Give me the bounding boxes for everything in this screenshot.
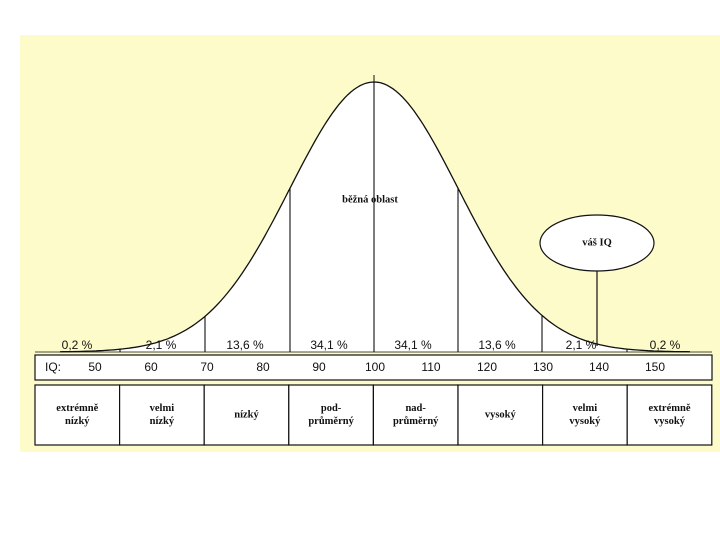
percentage-label: 13,6 % xyxy=(478,338,516,352)
category-label: nad- xyxy=(405,403,426,414)
iq-tick-label: 110 xyxy=(421,360,440,374)
category-box xyxy=(34,384,121,446)
region-label: běžná oblast xyxy=(342,194,398,205)
percentage-label: 13,6 % xyxy=(226,338,264,352)
category-label: nízký xyxy=(234,409,259,420)
iq-tick-label: 90 xyxy=(312,360,326,374)
iq-tick-label: 150 xyxy=(645,360,665,374)
callout-label: váš IQ xyxy=(582,237,611,248)
iq-tick-label: 140 xyxy=(589,360,609,374)
percentage-label: 2,1 % xyxy=(146,338,177,352)
iq-tick-label: 120 xyxy=(477,360,497,374)
category-box xyxy=(118,384,205,446)
category-label: průměrný xyxy=(308,416,354,427)
iq-tick-label: 60 xyxy=(144,360,158,374)
percentage-label: 2,1 % xyxy=(566,338,597,352)
axis-label: IQ: xyxy=(45,360,61,374)
iq-tick-label: 80 xyxy=(256,360,270,374)
category-label: velmi xyxy=(150,403,175,414)
iq-tick-label: 130 xyxy=(533,360,553,374)
category-box xyxy=(457,384,544,446)
iq-strip xyxy=(34,354,713,381)
category-label: nízký xyxy=(65,416,90,427)
percentage-label: 34,1 % xyxy=(394,338,432,352)
category-label: průměrný xyxy=(393,416,439,427)
iq-tick-label: 70 xyxy=(200,360,214,374)
percentage-label: 0,2 % xyxy=(62,338,93,352)
percentage-label: 0,2 % xyxy=(650,338,681,352)
category-box xyxy=(288,384,374,446)
category-box xyxy=(203,384,290,446)
bell-curve xyxy=(59,81,691,353)
bell-curve-group xyxy=(35,75,712,353)
category-label: pod- xyxy=(321,403,342,414)
category-box xyxy=(541,384,628,446)
category-label: velmi xyxy=(573,403,598,414)
iq-tick-label: 100 xyxy=(365,360,385,374)
category-label: nízký xyxy=(150,416,175,427)
category-box xyxy=(626,384,713,446)
percentage-label: 34,1 % xyxy=(310,338,348,352)
category-label: extrémně xyxy=(56,403,98,414)
category-label: vysoký xyxy=(654,416,686,427)
category-label: vysoký xyxy=(485,409,517,420)
dynamic-group: 0,2 % 2,1 % 13,6 % 34,1 % 34,1 % 13,6 % 2,1 % 0… xyxy=(34,338,713,446)
category-box xyxy=(372,384,459,446)
iq-tick-label: 50 xyxy=(88,360,102,374)
category-label: vysoký xyxy=(569,416,601,427)
category-label: extrémně xyxy=(649,403,691,414)
